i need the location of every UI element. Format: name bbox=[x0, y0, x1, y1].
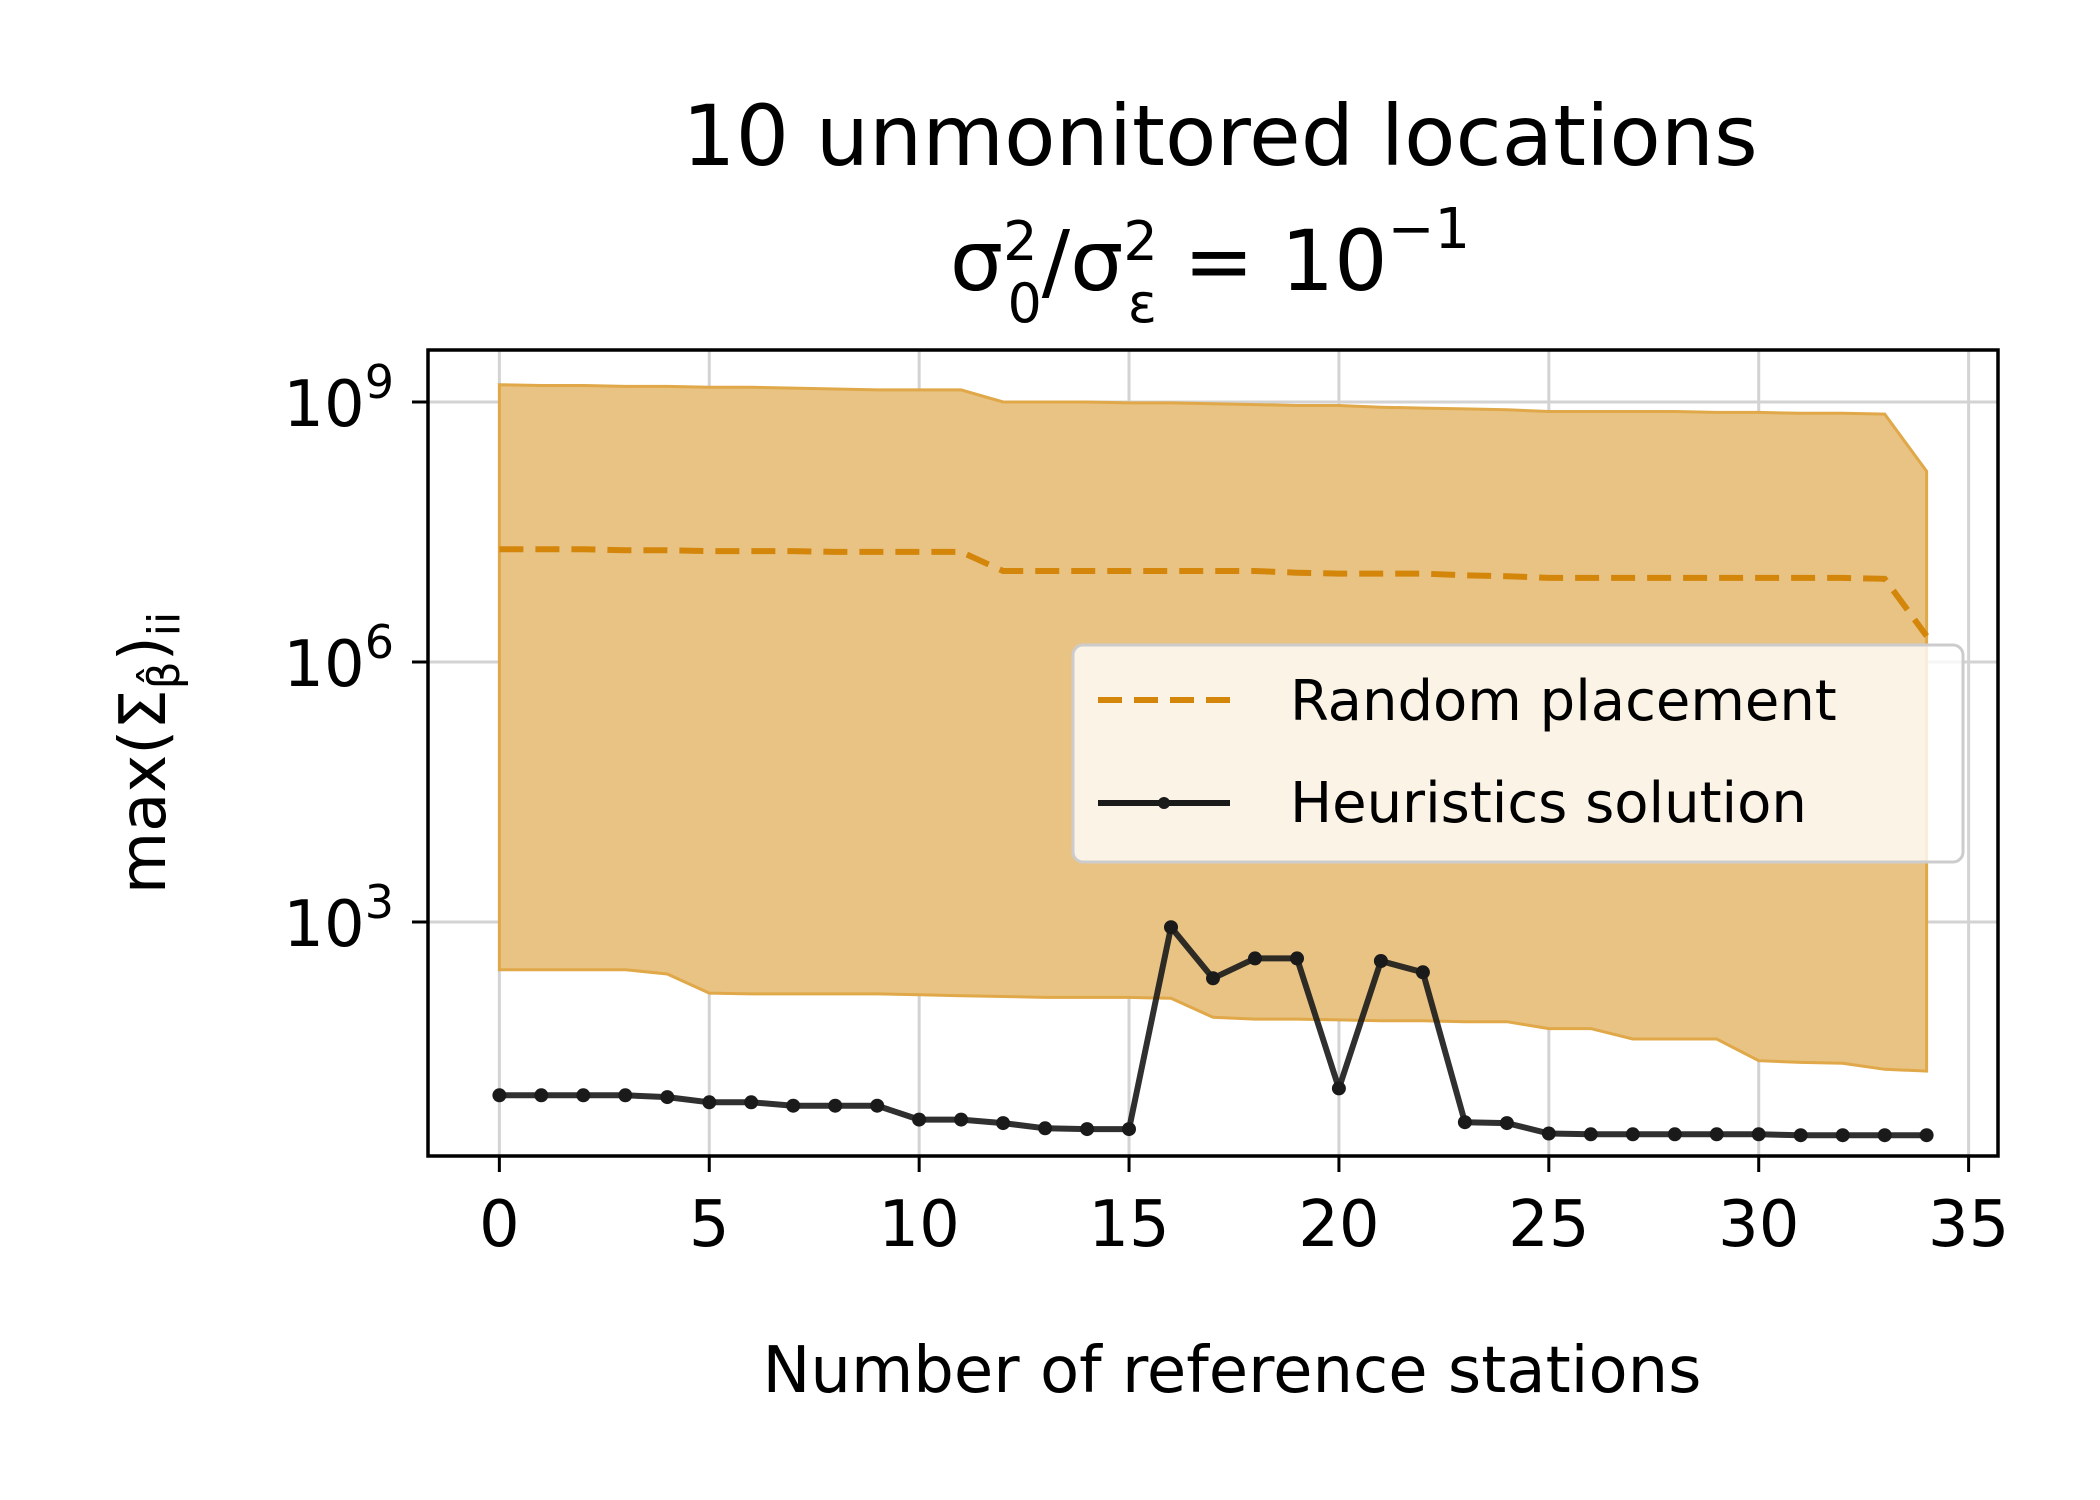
heuristics-point bbox=[1122, 1122, 1136, 1137]
y-tick-label: 103 bbox=[283, 875, 394, 962]
heuristics-point bbox=[1373, 954, 1388, 968]
subtitle-sigma0: σ bbox=[950, 212, 1003, 310]
heuristics-point bbox=[1709, 1127, 1724, 1142]
ylabel-sub2: ii bbox=[139, 612, 190, 636]
legend-heuristic-marker bbox=[1158, 797, 1170, 809]
heuristics-point bbox=[1499, 1116, 1514, 1131]
subtitle-sup2b: 2 bbox=[1123, 210, 1157, 273]
heuristics-point bbox=[534, 1088, 549, 1103]
subtitle-subeps: ε bbox=[1128, 272, 1157, 335]
x-tick-label: 15 bbox=[1088, 1188, 1169, 1262]
subtitle-sup2a: 2 bbox=[1003, 210, 1037, 273]
chart-title: 10 unmonitored locations bbox=[682, 87, 1758, 185]
heuristics-point bbox=[1290, 951, 1304, 966]
heuristics-point bbox=[912, 1112, 927, 1127]
heuristics-point bbox=[1248, 951, 1262, 966]
heuristics-point bbox=[1793, 1128, 1808, 1143]
subtitle-eq: = 10 bbox=[1157, 212, 1388, 310]
heuristics-point bbox=[492, 1088, 507, 1103]
series-layer bbox=[492, 546, 1934, 1143]
ylabel-sub: β̂ bbox=[135, 661, 190, 689]
subtitle-sigmaeps: σ bbox=[1070, 212, 1123, 310]
y-ticks: 109 106 103 bbox=[283, 355, 428, 962]
heuristics-point bbox=[1331, 1081, 1346, 1096]
legend-heuristic-label: Heuristics solution bbox=[1290, 771, 1807, 836]
heuristics-point bbox=[618, 1088, 633, 1103]
y-axis-label: max(Σβ̂)ii bbox=[107, 612, 190, 894]
heuristics-point bbox=[1206, 971, 1220, 986]
heuristics-point bbox=[996, 1116, 1011, 1131]
heuristics-point bbox=[828, 1098, 843, 1113]
heuristics-point bbox=[1751, 1127, 1766, 1142]
heuristics-point bbox=[1835, 1128, 1850, 1143]
heuristics-point bbox=[1877, 1128, 1892, 1143]
x-axis-label: Number of reference stations bbox=[763, 1334, 1702, 1408]
ylabel-post: ) bbox=[107, 636, 181, 661]
heuristics-point bbox=[1038, 1121, 1053, 1136]
heuristics-point bbox=[1667, 1127, 1682, 1142]
ylabel-pre: max(Σ bbox=[107, 689, 181, 894]
x-tick-label: 0 bbox=[479, 1188, 520, 1262]
heuristics-point bbox=[576, 1088, 591, 1103]
series-random-placement-line bbox=[499, 546, 1930, 638]
heuristics-point bbox=[1080, 1122, 1095, 1137]
legend-random-label: Random placement bbox=[1290, 669, 1837, 734]
legend: Random placement Heuristics solution bbox=[1071, 643, 1965, 864]
plot-frame bbox=[426, 348, 2000, 1158]
x-tick-label: 25 bbox=[1508, 1188, 1589, 1262]
heuristics-point bbox=[954, 1112, 969, 1127]
x-tick-label: 20 bbox=[1298, 1188, 1379, 1262]
heuristics-point bbox=[1415, 965, 1430, 980]
y-tick-label: 106 bbox=[283, 615, 394, 702]
heuristics-point bbox=[786, 1098, 801, 1113]
heuristics-point bbox=[1625, 1127, 1640, 1142]
x-tick-label: 10 bbox=[878, 1188, 959, 1262]
heuristics-point bbox=[1164, 920, 1178, 935]
chart-subtitle: σ2 0/σ2 ε = 10−1 bbox=[950, 197, 1470, 335]
x-tick-label: 5 bbox=[689, 1188, 730, 1262]
heuristics-point bbox=[1457, 1115, 1472, 1130]
x-tick-label: 30 bbox=[1718, 1188, 1799, 1262]
subtitle-slash: / bbox=[1042, 212, 1071, 310]
subtitle-sub0: 0 bbox=[1007, 272, 1041, 335]
subtitle-exp: −1 bbox=[1388, 197, 1471, 262]
heuristics-point bbox=[660, 1090, 675, 1105]
x-tick-label: 35 bbox=[1928, 1188, 2009, 1262]
heuristics-point bbox=[1583, 1127, 1598, 1142]
legend-box bbox=[1071, 643, 1965, 864]
heuristics-point bbox=[1541, 1126, 1556, 1141]
y-tick-label: 109 bbox=[283, 355, 394, 442]
heuristics-point bbox=[870, 1098, 885, 1113]
heuristics-point bbox=[744, 1095, 759, 1110]
heuristics-point bbox=[702, 1095, 717, 1110]
heuristics-point bbox=[1919, 1128, 1934, 1143]
x-ticks: 0 5 10 15 20 25 30 35 bbox=[479, 1156, 2009, 1262]
